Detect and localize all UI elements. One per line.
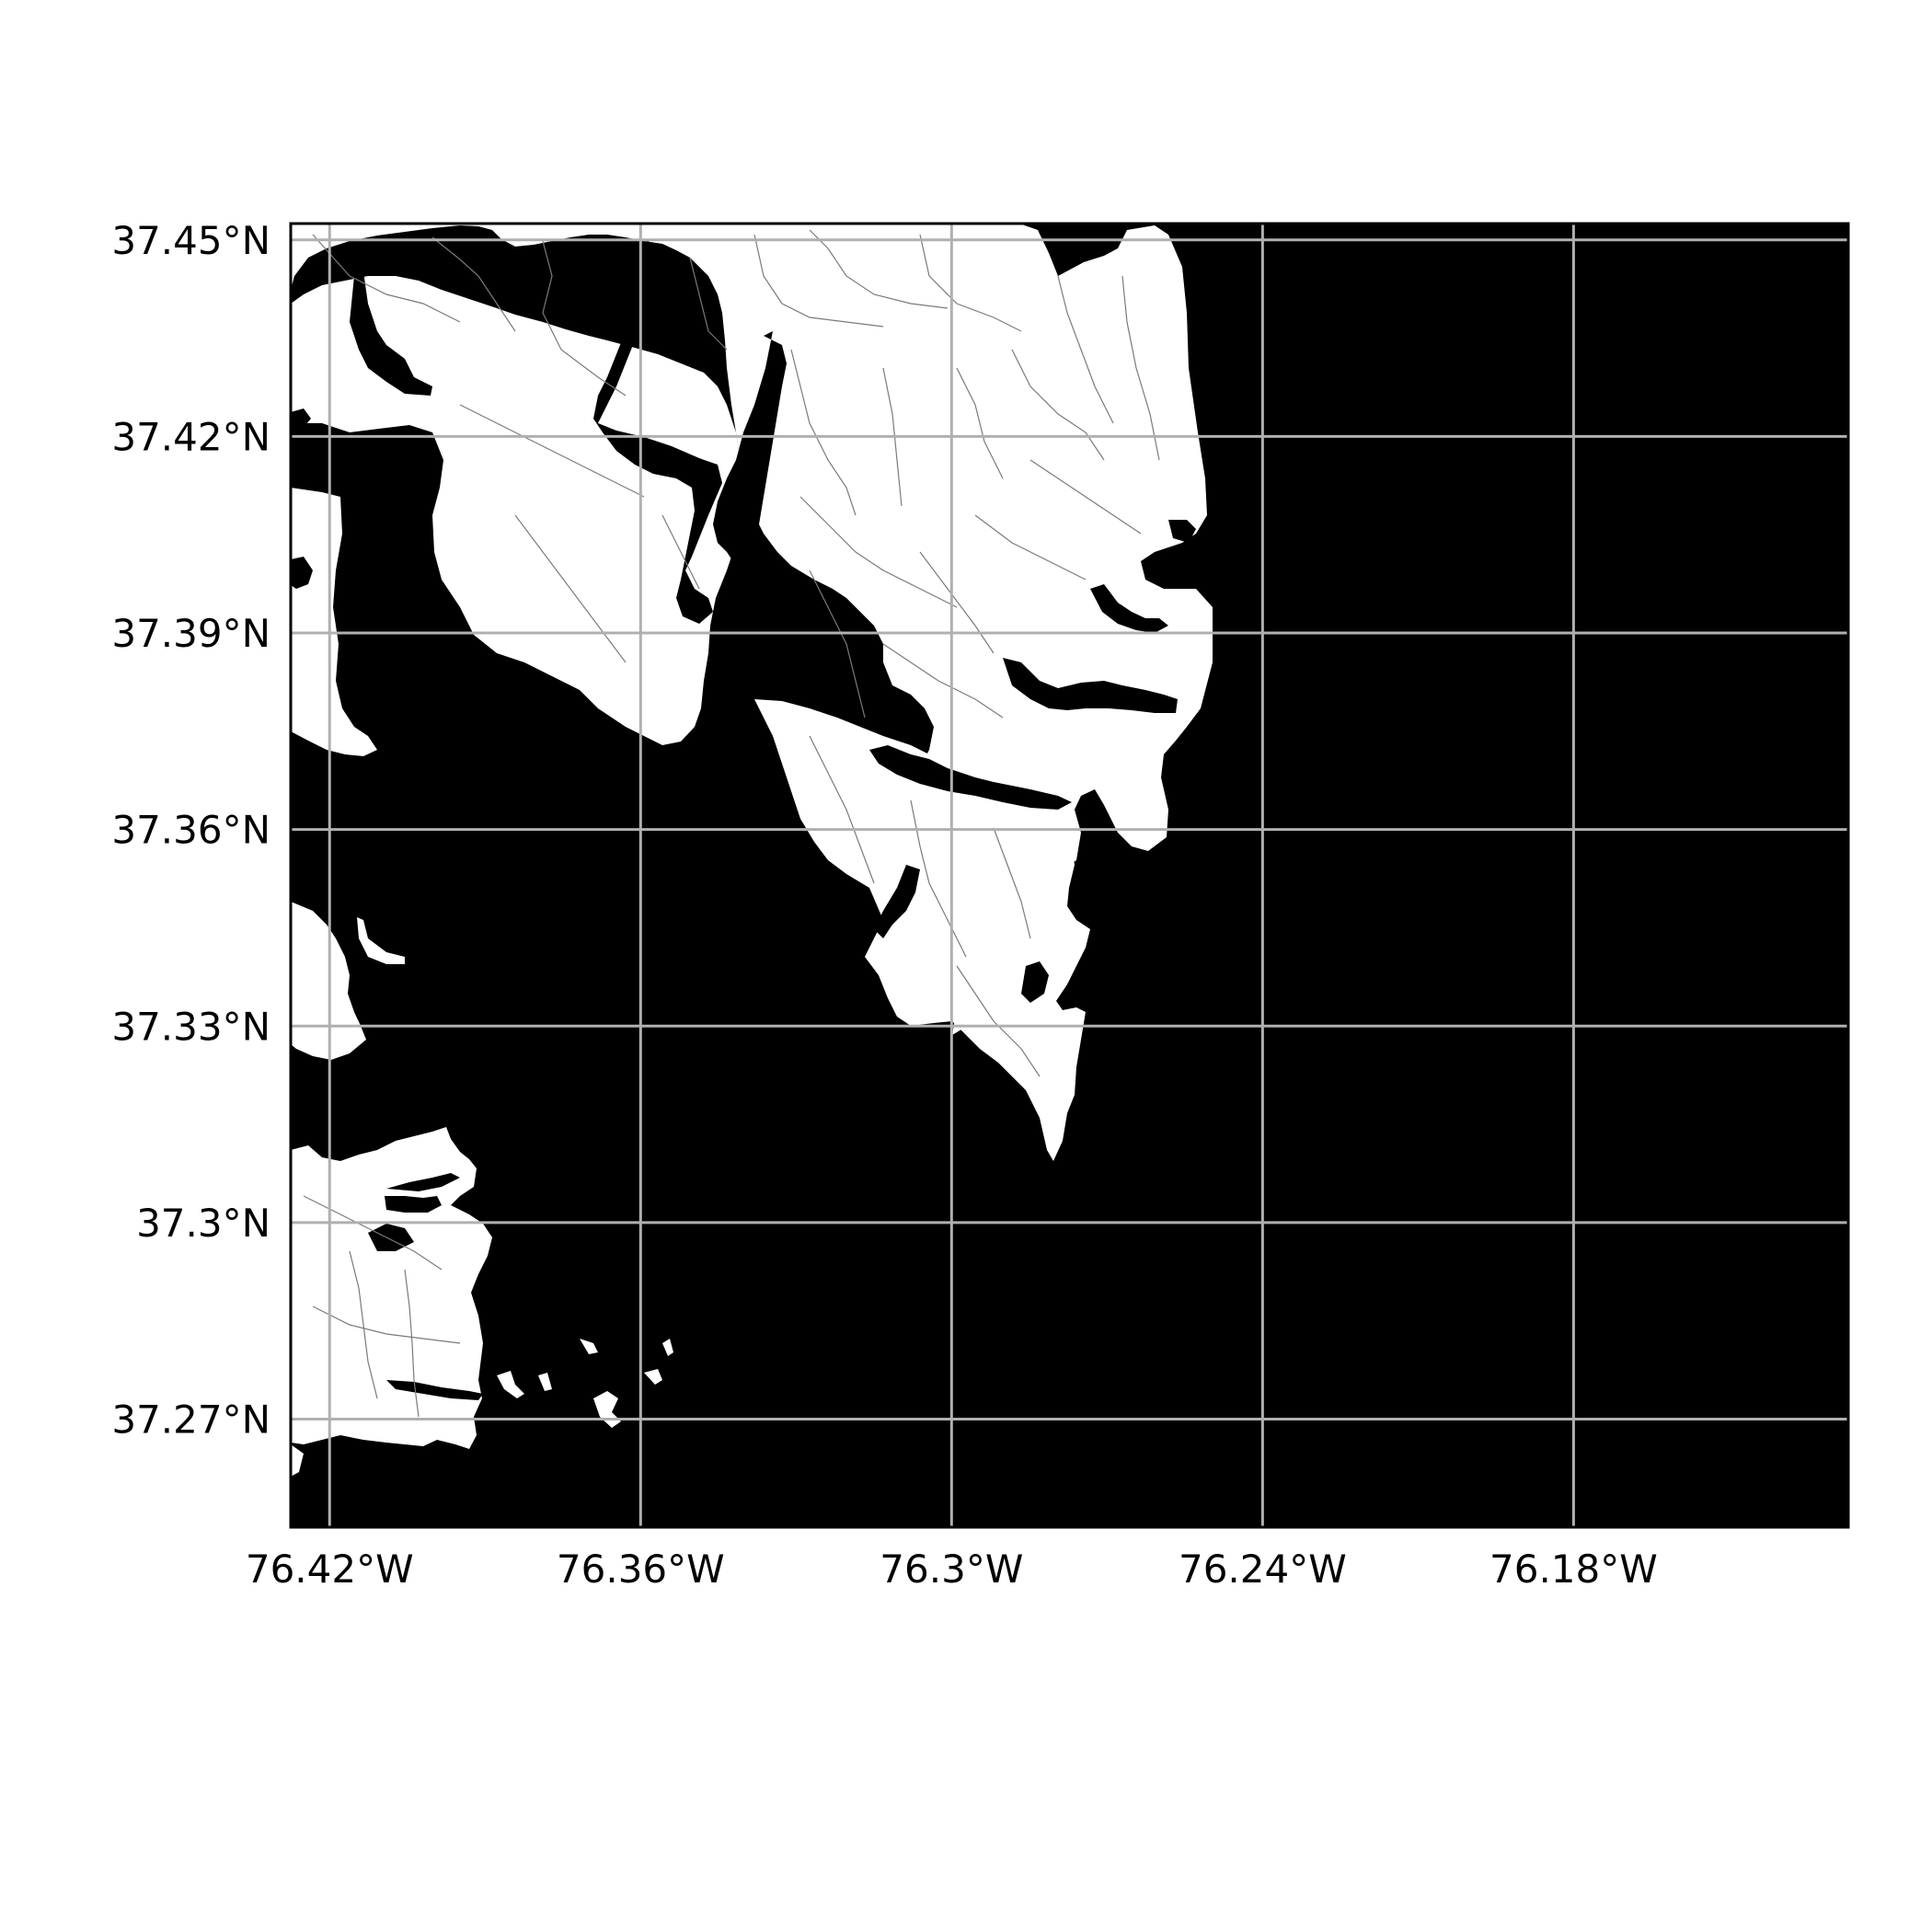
lat-tick-label: 37.45°N xyxy=(111,218,270,263)
west-edge-shore xyxy=(291,488,377,756)
lon-tick-label: 76.24°W xyxy=(1179,1547,1347,1592)
creek-layer xyxy=(291,241,1196,1400)
creek-west-1 xyxy=(350,271,432,396)
creek-east-2 xyxy=(1090,584,1168,633)
creek-northeast-river xyxy=(713,331,787,664)
southern-extension xyxy=(865,828,1090,1161)
lat-tick-label: 37.42°N xyxy=(111,414,270,459)
creek-east-1 xyxy=(1003,658,1178,713)
lon-tick-label: 76.42°W xyxy=(246,1547,414,1592)
creek-east-3 xyxy=(1168,520,1196,543)
lat-tick-label: 37.27°N xyxy=(111,1397,270,1443)
small-island-5 xyxy=(644,1369,662,1385)
lat-tick-label: 37.39°N xyxy=(111,611,270,656)
creek-south-2 xyxy=(874,865,920,938)
lon-tick-label: 76.36°W xyxy=(557,1547,725,1592)
small-island-2 xyxy=(497,1371,524,1398)
road-network xyxy=(303,229,1160,1418)
southwest-landmass xyxy=(291,1127,492,1449)
southern-lobe xyxy=(754,699,994,906)
lon-tick-label: 76.3°W xyxy=(880,1547,1023,1592)
longitude-labels: 76.42°W 76.36°W 76.3°W 76.24°W 76.18°W xyxy=(246,1547,1658,1592)
creek-inner-river xyxy=(593,241,722,624)
creek-west-2 xyxy=(291,557,313,589)
creek-south-1 xyxy=(869,745,1072,810)
creek-sw-1 xyxy=(385,1196,442,1213)
small-island-6 xyxy=(580,1339,598,1354)
lat-tick-label: 37.36°N xyxy=(111,808,270,853)
lat-tick-label: 37.3°N xyxy=(136,1201,270,1246)
small-island-7 xyxy=(662,1339,673,1356)
creek-west-3 xyxy=(291,408,311,425)
lon-tick-label: 76.18°W xyxy=(1489,1547,1658,1592)
creek-sw-2 xyxy=(386,1173,460,1191)
creek-sw-4 xyxy=(368,1224,414,1251)
graticule xyxy=(291,224,1848,1527)
creek-south-3 xyxy=(1021,961,1049,1003)
map-frame xyxy=(289,222,1850,1529)
creek-sw-3 xyxy=(386,1380,483,1400)
small-island-3 xyxy=(538,1373,552,1391)
small-island-1 xyxy=(357,917,405,964)
small-island-8 xyxy=(291,1444,304,1477)
latitude-labels: 37.45°N 37.42°N 37.39°N 37.36°N 37.33°N 37.3°… xyxy=(111,218,270,1443)
lat-tick-label: 37.33°N xyxy=(111,1004,270,1049)
